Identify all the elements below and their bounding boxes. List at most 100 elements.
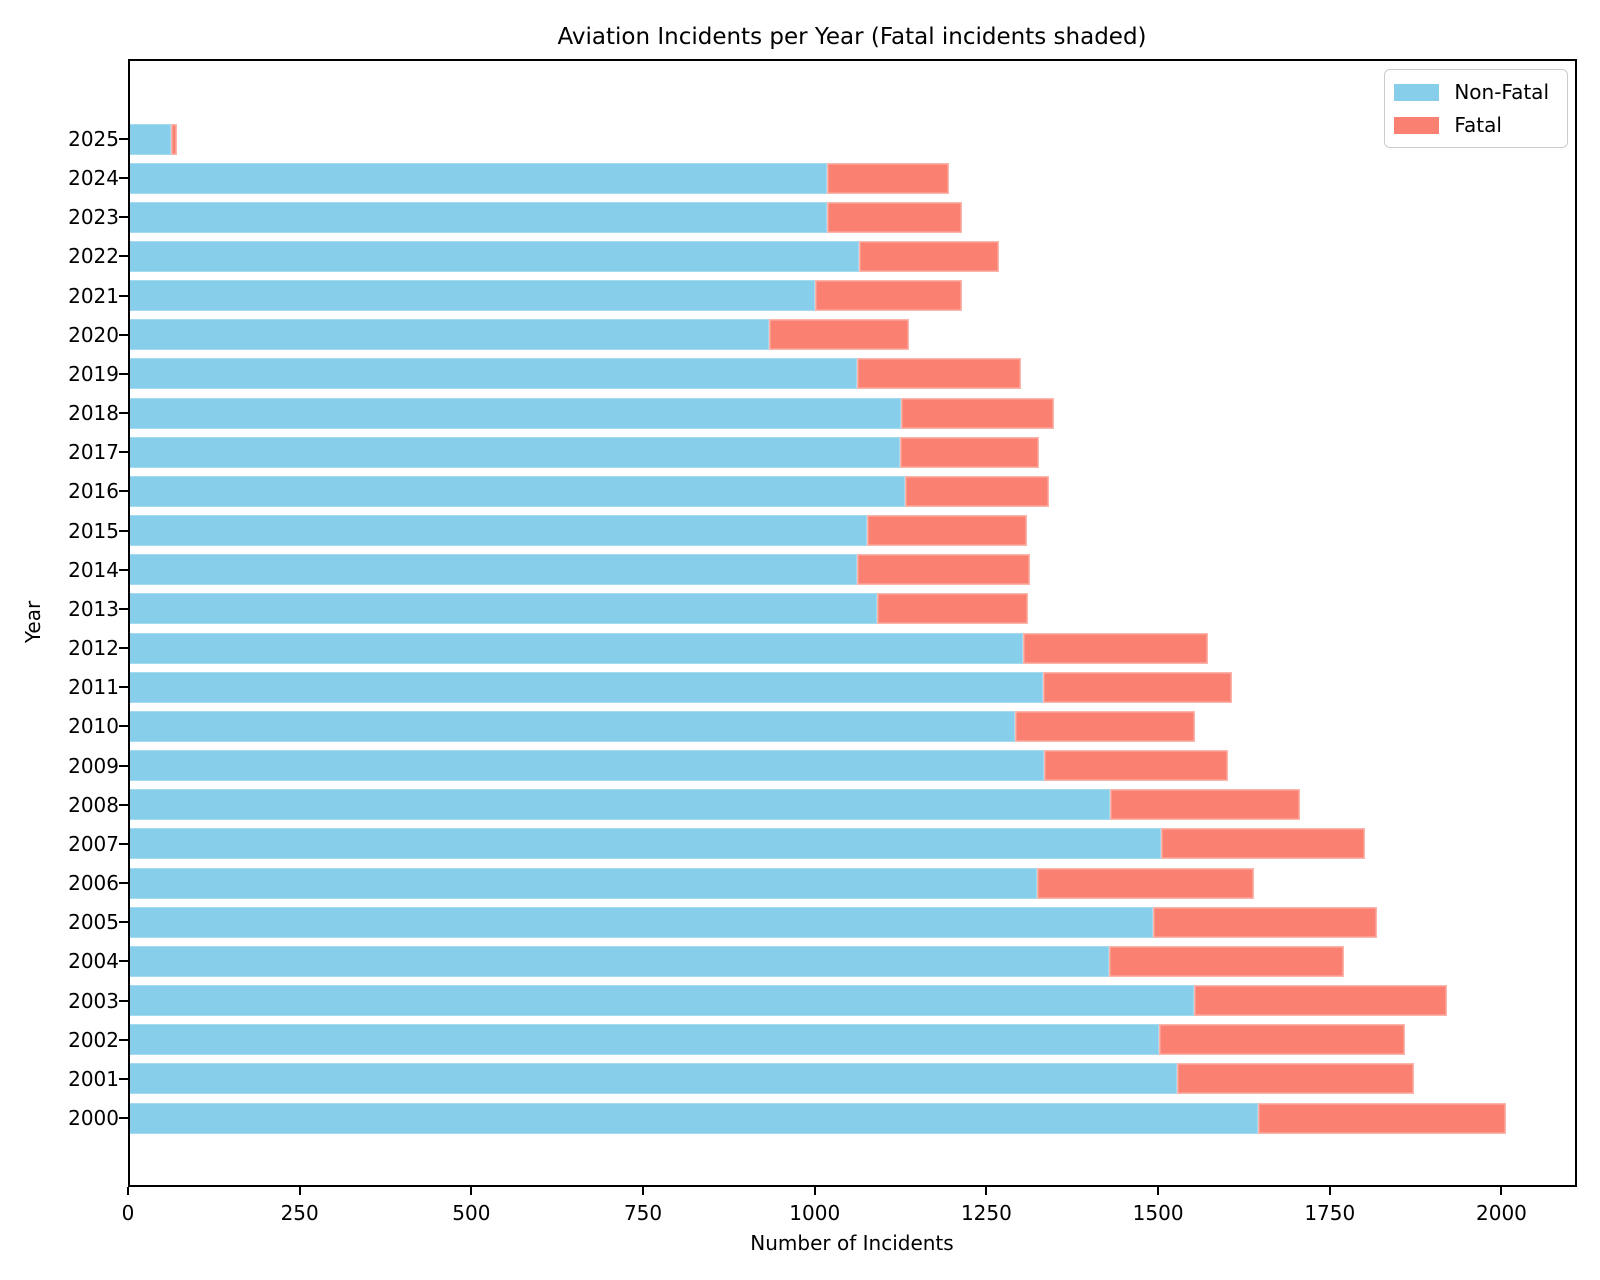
y-tick-mark-2016 [119, 490, 128, 493]
y-tick-mark-2004 [119, 960, 128, 963]
bar-segment-2013-nonfatal [128, 593, 878, 625]
y-tick-mark-2024 [119, 177, 128, 180]
bar-segment-2014-nonfatal [128, 554, 857, 586]
y-tick-mark-2018 [119, 412, 128, 415]
x-tick-mark-1500 [1157, 1187, 1160, 1195]
y-tick-label-2022: 2022 [68, 244, 119, 269]
bar-row-2011 [128, 671, 1577, 703]
legend-label-nonfatal: Non-Fatal [1454, 80, 1549, 104]
y-tick-mark-2006 [119, 882, 128, 885]
y-tick-mark-2021 [119, 294, 128, 297]
x-tick-label-250: 250 [280, 1201, 319, 1225]
y-tick-label-2024: 2024 [68, 166, 119, 191]
y-tick-label-2020: 2020 [68, 322, 119, 347]
y-tick-label-2005: 2005 [68, 910, 119, 935]
bar-segment-2003-nonfatal [128, 985, 1194, 1017]
y-tick-mark-2007 [119, 842, 128, 845]
bar-row-2022 [128, 240, 1577, 272]
bar-segment-2000-fatal [1257, 1102, 1506, 1134]
bar-segment-2010-fatal [1014, 710, 1196, 742]
bar-row-2004 [128, 945, 1577, 977]
bar-segment-2012-nonfatal [128, 632, 1023, 664]
bar-row-2005 [128, 906, 1577, 938]
bar-segment-2017-fatal [899, 436, 1040, 468]
bar-segment-2020-fatal [769, 319, 909, 351]
bar-segment-2023-nonfatal [128, 201, 828, 233]
y-tick-label-2007: 2007 [68, 831, 119, 856]
x-tick-label-0: 0 [121, 1201, 135, 1225]
bar-row-2009 [128, 750, 1577, 782]
x-tick-label-1500: 1500 [1132, 1201, 1184, 1225]
bar-row-2023 [128, 201, 1577, 233]
legend: Non-Fatal Fatal [1384, 69, 1568, 148]
bar-row-2013 [128, 593, 1577, 625]
bar-segment-2007-fatal [1160, 828, 1366, 860]
bar-segment-2006-fatal [1037, 867, 1255, 899]
bar-row-2012 [128, 632, 1577, 664]
x-tick-label-1250: 1250 [960, 1201, 1012, 1225]
bar-segment-2005-nonfatal [128, 906, 1154, 938]
y-tick-mark-2002 [119, 1038, 128, 1041]
x-tick-mark-750 [642, 1187, 645, 1195]
y-tick-label-2023: 2023 [68, 205, 119, 230]
bar-segment-2002-nonfatal [128, 1024, 1159, 1056]
bar-segment-2025-nonfatal [128, 123, 172, 155]
y-tick-mark-2001 [119, 1077, 128, 1080]
bar-segment-2016-fatal [905, 475, 1049, 507]
y-tick-label-2012: 2012 [68, 636, 119, 661]
y-tick-label-2006: 2006 [68, 871, 119, 896]
bar-row-2018 [128, 397, 1577, 429]
y-tick-mark-2017 [119, 451, 128, 454]
bar-segment-2024-nonfatal [128, 162, 828, 194]
y-tick-label-2002: 2002 [68, 1027, 119, 1052]
bar-segment-2016-nonfatal [128, 475, 906, 507]
x-tick-mark-2000 [1500, 1187, 1503, 1195]
bar-segment-2011-fatal [1042, 671, 1232, 703]
y-tick-label-2000: 2000 [68, 1106, 119, 1130]
bar-row-2006 [128, 867, 1577, 899]
bar-row-2007 [128, 828, 1577, 860]
y-tick-label-2018: 2018 [68, 401, 119, 426]
y-tick-mark-2019 [119, 372, 128, 375]
bar-row-2008 [128, 789, 1577, 821]
bar-segment-2004-nonfatal [128, 945, 1109, 977]
bar-row-2017 [128, 436, 1577, 468]
bar-segment-2019-fatal [857, 358, 1022, 390]
bar-row-2014 [128, 554, 1577, 586]
y-tick-label-2008: 2008 [68, 792, 119, 817]
y-tick-label-2016: 2016 [68, 479, 119, 504]
y-tick-mark-2012 [119, 647, 128, 650]
y-tick-mark-2008 [119, 803, 128, 806]
bar-segment-2015-fatal [866, 515, 1027, 547]
x-tick-label-750: 750 [623, 1201, 663, 1225]
legend-item-fatal: Fatal [1394, 113, 1549, 137]
x-tick-mark-1000 [813, 1187, 816, 1195]
bar-segment-2001-fatal [1176, 1063, 1414, 1095]
y-tick-label-2003: 2003 [68, 988, 119, 1013]
y-tick-mark-2023 [119, 216, 128, 219]
y-tick-label-2025: 2025 [68, 127, 119, 151]
x-tick-mark-1750 [1328, 1187, 1331, 1195]
y-tick-label-2010: 2010 [68, 714, 119, 739]
chart-title: Aviation Incidents per Year (Fatal incid… [557, 24, 1147, 50]
bar-segment-2001-nonfatal [128, 1063, 1177, 1095]
legend-item-nonfatal: Non-Fatal [1394, 80, 1549, 104]
x-tick-mark-1250 [985, 1187, 988, 1195]
bar-row-2001 [128, 1063, 1577, 1095]
bar-segment-2004-fatal [1108, 945, 1344, 977]
x-tick-label-1000: 1000 [789, 1201, 841, 1225]
bar-segment-2021-nonfatal [128, 280, 816, 312]
bar-row-2003 [128, 985, 1577, 1017]
y-tick-label-2015: 2015 [68, 518, 119, 543]
bar-segment-2011-nonfatal [128, 671, 1043, 703]
y-tick-label-2013: 2013 [68, 596, 119, 621]
bar-segment-2022-nonfatal [128, 240, 859, 272]
bar-segment-2018-fatal [900, 397, 1054, 429]
x-tick-mark-250 [298, 1187, 301, 1195]
y-tick-mark-2000 [119, 1117, 128, 1119]
bar-segment-2015-nonfatal [128, 515, 867, 547]
y-tick-mark-2022 [119, 255, 128, 258]
y-tick-label-2014: 2014 [68, 557, 119, 582]
bar-segment-2021-fatal [815, 280, 962, 312]
bar-row-2002 [128, 1024, 1577, 1056]
